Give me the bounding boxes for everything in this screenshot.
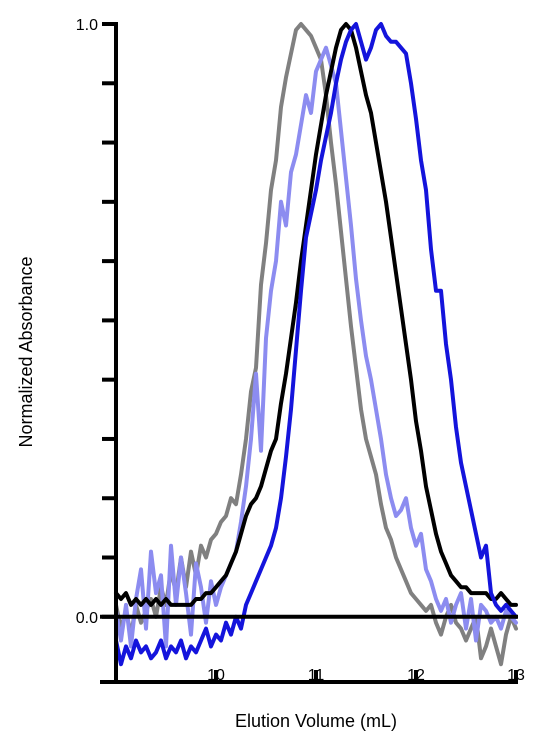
series-line-2 (114, 45, 518, 649)
x-tick-label: 13 (507, 667, 525, 684)
series-layer (114, 22, 518, 667)
y-tick-label: 1.0 (76, 17, 98, 34)
x-tick-label: 10 (207, 667, 225, 684)
y-tick-label: 0.0 (76, 610, 98, 627)
x-ticks: 10 11 12 13 (207, 667, 525, 684)
series-line-4 (114, 22, 518, 667)
series-line-3 (114, 22, 518, 607)
y-axis-label: Normalized Absorbance (16, 256, 36, 447)
series-line-1 (114, 22, 518, 667)
x-tick-label: 12 (407, 667, 425, 684)
x-tick-label: 11 (308, 667, 325, 684)
y-ticks: 0.0 1.0 (76, 17, 116, 627)
axes-layer: 10 11 12 13 0.0 1.0 (76, 17, 525, 684)
x-axis-label: Elution Volume (mL) (235, 711, 397, 731)
